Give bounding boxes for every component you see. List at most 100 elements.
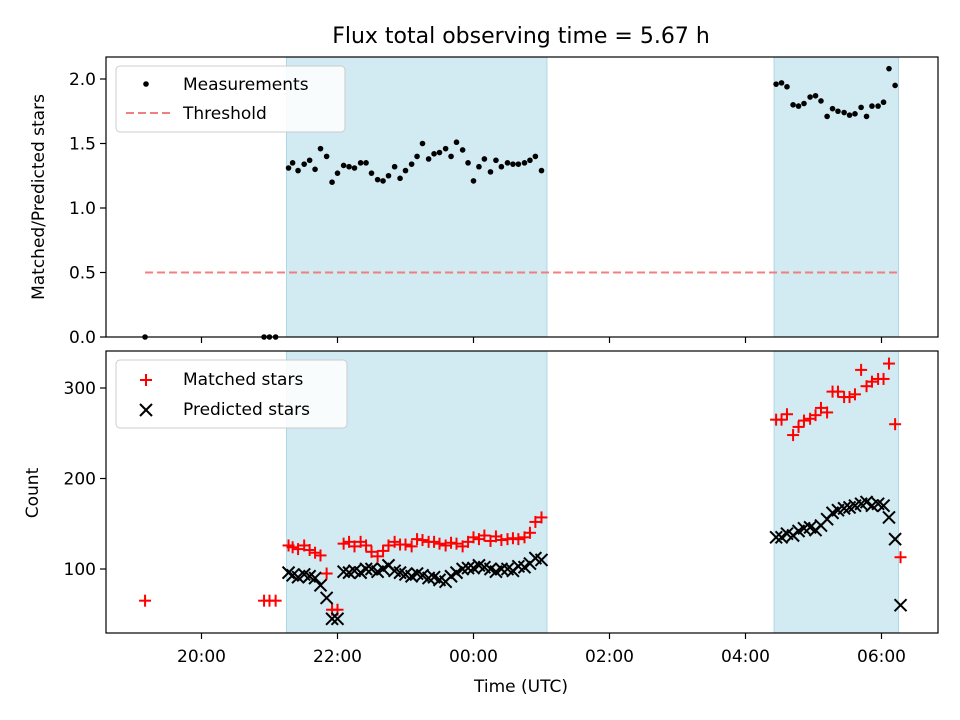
predicted-star-point	[494, 562, 509, 576]
matched-star-point	[877, 372, 890, 385]
matched-star-point	[337, 537, 350, 550]
measurement-point	[846, 112, 853, 118]
legend-measurements-label: Measurements	[183, 75, 309, 95]
measurement-points	[142, 65, 898, 340]
top-legend-box	[115, 65, 346, 133]
measurement-point	[858, 104, 864, 111]
predicted-star-point	[461, 561, 475, 575]
predicted-star-point	[308, 571, 322, 585]
matched-star-point	[889, 418, 902, 431]
measurement-point	[357, 160, 364, 166]
predicted-star-point	[534, 553, 549, 567]
measurement-point	[481, 156, 488, 162]
predicted-star-point	[336, 565, 351, 579]
matched-star-point	[865, 375, 878, 388]
y-tick-label: 0.0	[69, 328, 96, 348]
measurement-point	[334, 170, 341, 176]
matched-star-point	[775, 413, 788, 426]
predicted-star-point	[319, 591, 334, 605]
measurement-point	[402, 167, 409, 174]
y-tick-label: 2.0	[69, 70, 96, 90]
matched-stars-points	[139, 357, 907, 616]
legend-measurements-marker	[143, 81, 149, 87]
measurement-point	[442, 145, 449, 152]
measurement-point	[453, 139, 460, 146]
matched-star-point	[894, 551, 907, 564]
predicted-star-point	[882, 510, 896, 525]
matched-star-point	[360, 539, 373, 552]
legend-predicted-label: Predicted stars	[183, 400, 310, 420]
measurement-point	[419, 140, 426, 147]
y-tick-label: 300	[64, 379, 96, 399]
measurement-point	[515, 161, 522, 167]
measurement-point	[795, 103, 802, 109]
matched-star-point	[478, 529, 491, 542]
matched-star-point	[529, 515, 542, 528]
matched-star-point	[848, 388, 861, 401]
x-tick-label: 22:00	[313, 647, 362, 667]
bottom-legend: Matched stars Predicted stars	[115, 359, 348, 429]
bottom-shaded-intervals	[286, 350, 899, 634]
measurement-point	[295, 167, 301, 174]
measurement-point	[886, 65, 892, 72]
predicted-star-point	[325, 612, 339, 626]
predicted-star-point	[449, 565, 464, 580]
measurement-point	[841, 109, 847, 116]
bottom-panel: 100 200 300 20:00 22:00 00:00 02:00 04:00 06:00…	[23, 350, 939, 697]
measurement-point	[835, 108, 841, 115]
measurement-point	[476, 163, 482, 170]
legend-predicted-marker	[139, 403, 153, 417]
matched-star-point	[382, 539, 395, 552]
matched-star-point	[139, 594, 152, 607]
measurement-point	[527, 157, 533, 164]
matched-star-point	[855, 363, 868, 376]
measurement-point	[351, 165, 358, 171]
top-panel: 0.00.51.01.52.0 Matched/Predicted stars …	[29, 56, 939, 348]
measurement-point	[374, 176, 381, 183]
measurement-point	[368, 170, 375, 176]
measurement-point	[380, 178, 386, 184]
matched-star-point	[882, 357, 895, 370]
matched-star-point	[433, 537, 446, 550]
measurement-point	[538, 167, 545, 174]
measurement-point	[510, 161, 516, 167]
bottom-y-axis-label: Count	[23, 467, 43, 518]
top-shaded-intervals	[286, 56, 899, 338]
measurement-point	[790, 102, 796, 108]
measurement-point	[385, 172, 392, 179]
measurement-point	[812, 92, 819, 99]
measurement-point	[425, 156, 432, 162]
matched-star-point	[377, 544, 390, 557]
measurement-point	[414, 153, 420, 160]
measurement-point	[436, 149, 443, 156]
measurement-point	[285, 165, 292, 171]
shaded-interval	[773, 56, 899, 338]
predicted-stars-points	[281, 495, 908, 626]
top-axes-frame	[105, 56, 939, 338]
measurement-point	[340, 162, 347, 169]
measurement-point	[346, 163, 352, 170]
matched-star-point	[814, 401, 827, 414]
shaded-interval	[773, 350, 899, 634]
measurement-point	[470, 178, 477, 184]
measurement-point	[431, 151, 437, 157]
measurement-point	[869, 103, 875, 109]
y-tick-label: 100	[64, 560, 96, 580]
matched-star-point	[512, 533, 525, 546]
matched-star-point	[523, 526, 536, 539]
measurement-point	[824, 113, 830, 120]
measurement-point	[391, 163, 398, 170]
top-y-axis-label: Matched/Predicted stars	[29, 94, 49, 300]
bottom-legend-box	[115, 359, 348, 429]
measurement-point	[532, 153, 539, 160]
matched-star-point	[428, 535, 441, 548]
top-x-ticks	[200, 337, 883, 343]
matched-star-point	[303, 543, 316, 556]
measurement-point	[778, 80, 785, 86]
y-tick-label: 200	[64, 470, 96, 490]
matched-star-point	[787, 429, 800, 442]
measurement-point	[892, 82, 898, 89]
x-tick-label: 02:00	[585, 647, 634, 667]
top-legend: Measurements Threshold	[115, 65, 346, 133]
measurement-point	[875, 103, 881, 109]
